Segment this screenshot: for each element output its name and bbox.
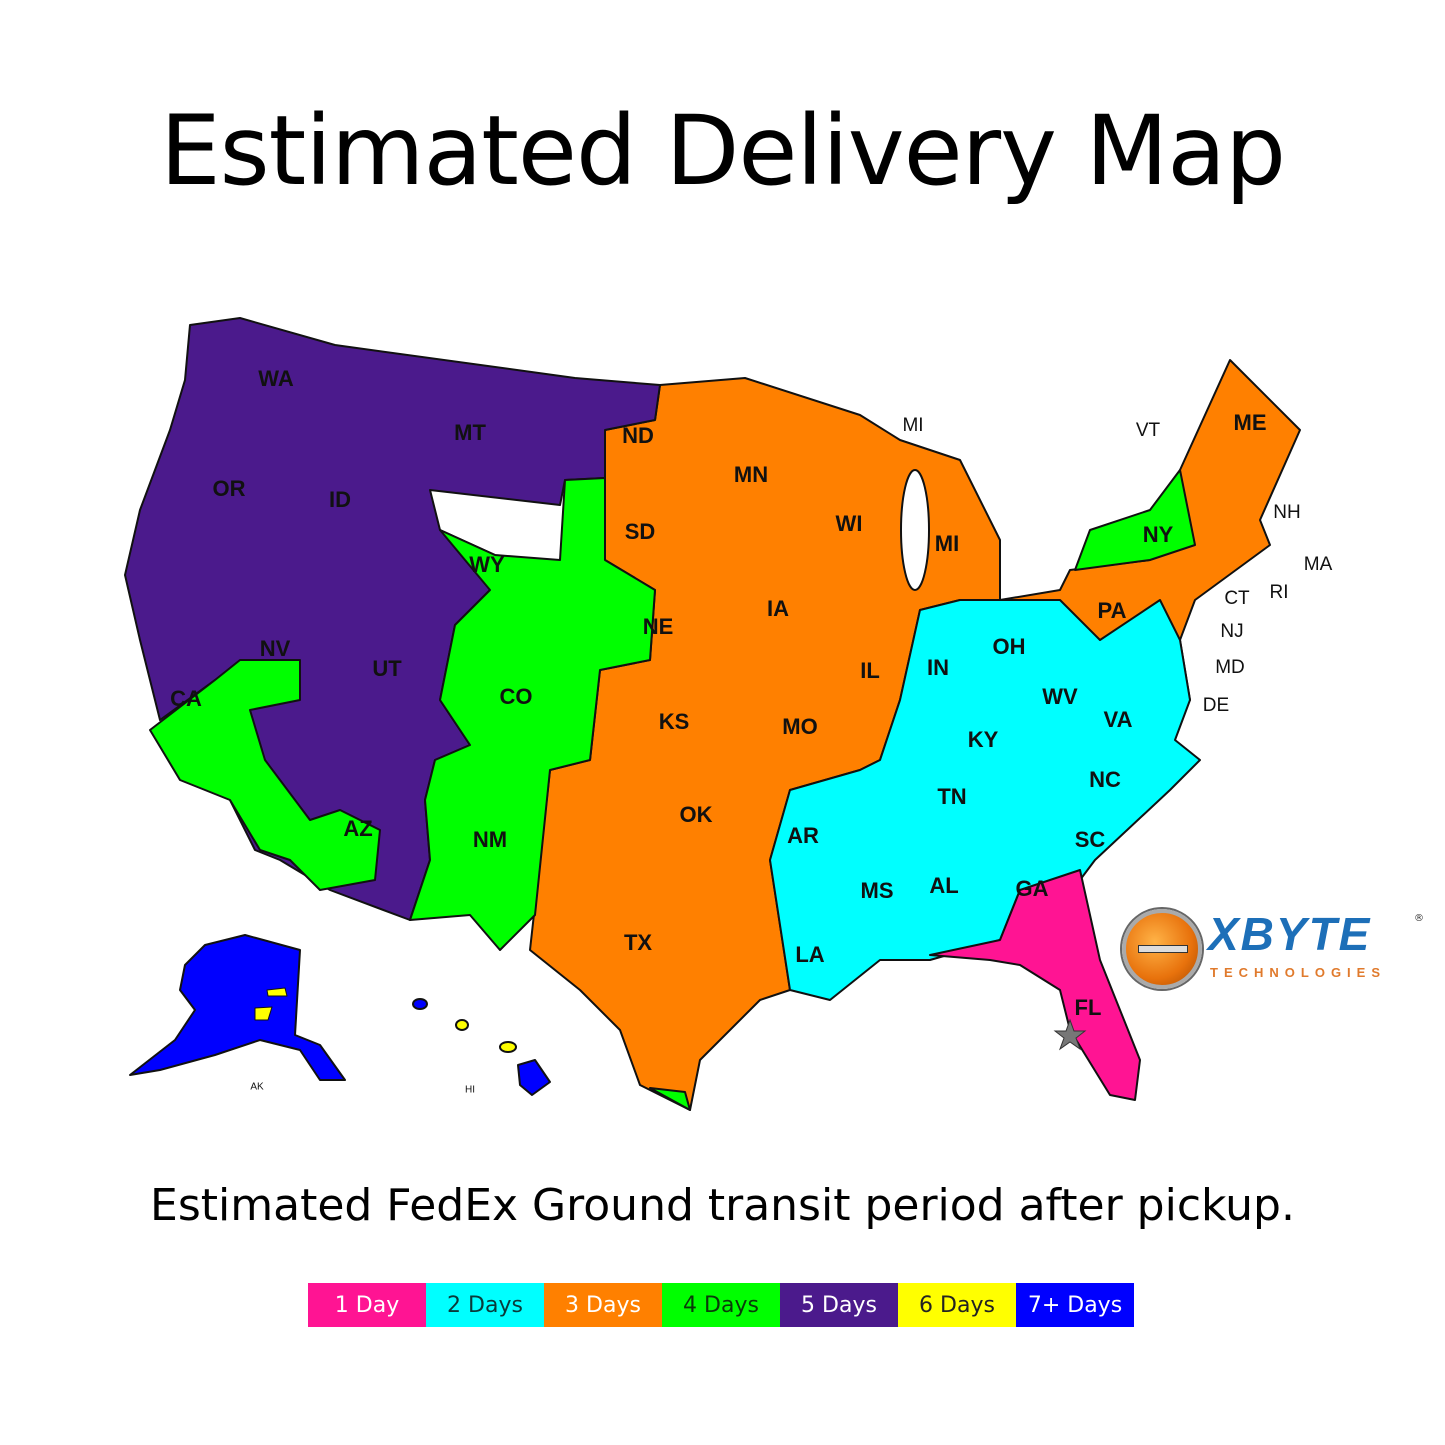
state-label-tx: TX	[623, 930, 653, 955]
legend-item-6-days: 6 Days	[898, 1283, 1016, 1327]
legend: 1 Day 2 Days 3 Days 4 Days 5 Days 6 Days…	[308, 1283, 1134, 1327]
zone-6-days-alaska-a	[266, 987, 288, 997]
state-label-wv: WV	[1042, 684, 1078, 709]
state-label-mn: MN	[733, 462, 769, 487]
state-label-mt: MT	[454, 420, 486, 445]
state-label-hi: HI	[465, 1084, 475, 1096]
zone-1-day-florida	[929, 869, 1141, 1101]
zone-4-days-texas-tip	[649, 1087, 691, 1111]
state-label-wi: WI	[835, 511, 863, 536]
state-label-ks: KS	[658, 709, 690, 734]
state-label-nh: NH	[1273, 502, 1301, 523]
state-label-va: VA	[1103, 707, 1133, 732]
state-label-id: ID	[329, 487, 351, 512]
legend-item-4-days: 4 Days	[662, 1283, 780, 1327]
state-label-de: DE	[1202, 695, 1230, 716]
zone-7-days-hawaii-big-island	[517, 1059, 551, 1096]
state-label-pa: PA	[1097, 598, 1127, 623]
zone-4-days-southwest	[149, 659, 381, 891]
zone-4-days-new-york	[1074, 469, 1196, 571]
state-label-me: ME	[1233, 410, 1267, 435]
legend-item-5-days: 5 Days	[780, 1283, 898, 1327]
state-label-ut: UT	[372, 656, 402, 681]
zone-7-days-alaska	[129, 934, 346, 1081]
state-label-co: CO	[499, 684, 533, 709]
state-label-ny: NY	[1142, 522, 1174, 547]
legend-label: 2 Days	[447, 1292, 523, 1318]
state-label-nj: NJ	[1220, 621, 1244, 642]
state-label-ok: OK	[679, 802, 713, 827]
state-label-mo: MO	[782, 714, 818, 739]
state-label-la: LA	[795, 942, 825, 967]
state-label-fl: FL	[1074, 995, 1102, 1020]
state-label-ne: NE	[642, 614, 674, 639]
state-label-ia: IA	[767, 596, 789, 621]
legend-label: 3 Days	[565, 1292, 641, 1318]
state-label-ar: AR	[787, 823, 819, 848]
legend-item-3-days: 3 Days	[544, 1283, 662, 1327]
state-label-nd: ND	[622, 423, 654, 448]
state-label-ma: MA	[1303, 554, 1333, 575]
state-label-nc: NC	[1089, 767, 1121, 792]
lake-michigan	[900, 469, 930, 591]
legend-label: 5 Days	[801, 1292, 877, 1318]
state-label-ct: CT	[1224, 588, 1250, 609]
logo-registered: ®	[1414, 913, 1424, 924]
state-label-ca: CA	[170, 686, 202, 711]
star-icon	[1053, 1018, 1087, 1051]
logo-tagline: TECHNOLOGIES	[1210, 965, 1387, 980]
state-label-nv: NV	[259, 636, 291, 661]
state-label-wy: WY	[469, 552, 505, 577]
state-label-il: IL	[860, 658, 880, 683]
state-label-md: MD	[1215, 657, 1245, 678]
zone-4-days-mountain	[409, 477, 656, 951]
state-label-ms: MS	[860, 878, 894, 903]
logo-globe-icon	[1122, 909, 1202, 989]
state-label-tn: TN	[937, 784, 967, 809]
state-label-in: IN	[927, 655, 949, 680]
state-label-mi: MI	[934, 531, 960, 556]
legend-label: 1 Day	[334, 1292, 400, 1318]
state-label-ga: GA	[1015, 876, 1049, 901]
state-label-al: AL	[929, 873, 959, 898]
map-subtitle: Estimated FedEx Ground transit period af…	[150, 1180, 1295, 1231]
xbyte-logo: XBYTE ® TECHNOLOGIES	[1118, 905, 1428, 995]
state-label-oh: OH	[992, 634, 1026, 659]
state-label-sc: SC	[1074, 827, 1106, 852]
state-label-mi: MI	[902, 415, 924, 436]
zone-6-days-hawaii-maui	[499, 1041, 517, 1053]
zone-6-days-alaska-b	[254, 1006, 273, 1021]
zone-6-days-hawaii-oahu	[455, 1019, 469, 1031]
state-label-or: OR	[212, 476, 246, 501]
state-label-ri: RI	[1269, 582, 1289, 603]
page-title: Estimated Delivery Map	[159, 95, 1286, 207]
state-label-nm: NM	[472, 827, 508, 852]
legend-item-7-plus-days: 7+ Days	[1016, 1283, 1134, 1327]
state-label-ky: KY	[967, 727, 999, 752]
legend-label: 7+ Days	[1027, 1292, 1123, 1318]
logo-name: XBYTE	[1208, 908, 1372, 960]
state-label-az: AZ	[343, 816, 373, 841]
legend-label: 4 Days	[683, 1292, 759, 1318]
legend-label: 6 Days	[919, 1292, 995, 1318]
legend-item-1-day: 1 Day	[308, 1283, 426, 1327]
state-label-wa: WA	[258, 366, 294, 391]
state-label-vt: VT	[1135, 420, 1161, 441]
state-label-sd: SD	[624, 519, 656, 544]
zone-7-days-hawaii-kauai	[412, 998, 428, 1010]
state-label-ak: AK	[250, 1081, 264, 1093]
legend-item-2-days: 2 Days	[426, 1283, 544, 1327]
